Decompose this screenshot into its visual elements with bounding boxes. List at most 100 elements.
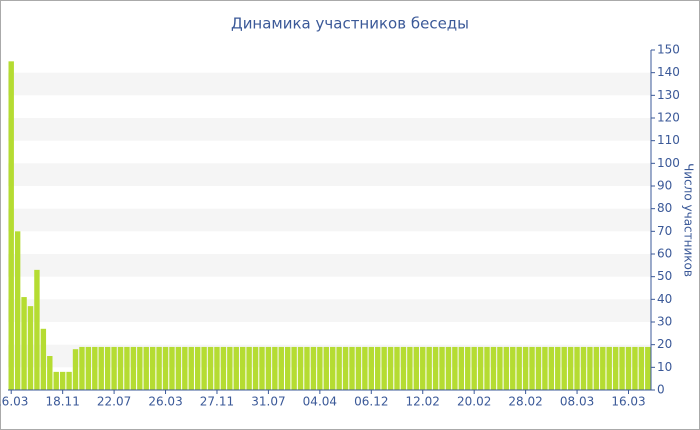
x-tick-label: 18.11 [45, 395, 79, 409]
bar [188, 346, 194, 390]
grid-band [8, 254, 651, 277]
y-tick-label: 150 [657, 43, 680, 57]
bar [40, 328, 47, 390]
bar [375, 346, 381, 390]
x-tick-label: 26.03 [148, 395, 182, 409]
bar [143, 346, 149, 390]
bar [619, 346, 625, 390]
bar [413, 346, 420, 390]
bar [349, 346, 355, 390]
y-tick-label: 20 [657, 337, 672, 351]
bar [452, 346, 458, 390]
bar [362, 346, 368, 390]
bar [574, 346, 580, 390]
bar [278, 346, 284, 390]
bar [439, 346, 445, 390]
x-tick-label: 08.03 [560, 395, 594, 409]
bar [368, 346, 374, 390]
bar [606, 346, 612, 390]
bar [555, 346, 561, 390]
bar [53, 371, 59, 390]
bar [246, 346, 252, 390]
bar [561, 346, 567, 390]
bar [259, 346, 265, 390]
bar [535, 346, 542, 390]
x-tick-label: 27.11 [200, 395, 234, 409]
y-tick-label: 40 [657, 292, 672, 306]
x-tick-label: 16.03 [611, 395, 645, 409]
bar [14, 231, 21, 390]
bar [529, 346, 535, 390]
bar [317, 346, 323, 390]
bar [34, 269, 40, 390]
bar [387, 346, 394, 390]
y-tick-label: 100 [657, 156, 680, 170]
x-tick-label: 04.04 [303, 395, 337, 409]
bar [169, 346, 175, 390]
y-axis-label: Число участников [682, 163, 696, 277]
bar [567, 346, 574, 390]
bar [220, 346, 227, 390]
bar [587, 346, 593, 390]
bar [471, 346, 477, 390]
y-tick-label: 130 [657, 88, 680, 102]
bar [124, 346, 130, 390]
grid-band [8, 299, 651, 322]
bar [98, 346, 104, 390]
bar [175, 346, 182, 390]
y-tick-label: 110 [657, 133, 680, 147]
bar [79, 346, 85, 390]
bar [593, 346, 600, 390]
bar [355, 346, 362, 390]
bar [426, 346, 432, 390]
bar [137, 346, 143, 390]
bar [59, 371, 66, 390]
bar [194, 346, 201, 390]
bar [503, 346, 510, 390]
y-tick-label: 120 [657, 111, 680, 125]
bar [265, 346, 272, 390]
bar [27, 306, 34, 390]
bar [542, 346, 548, 390]
y-tick-label: 90 [657, 179, 672, 193]
grid-band [8, 163, 651, 186]
bar [92, 346, 98, 390]
grid-band [8, 72, 651, 96]
bar [445, 346, 452, 390]
bar [233, 346, 239, 390]
bar [625, 346, 632, 390]
bar [156, 346, 162, 390]
bar [182, 346, 188, 390]
bar [66, 371, 72, 390]
bar [407, 346, 413, 390]
bar [201, 346, 207, 390]
bar [111, 346, 117, 390]
grid-band [8, 118, 651, 141]
bar [432, 346, 439, 390]
bar [548, 346, 555, 390]
bar [336, 346, 342, 390]
bar [291, 346, 297, 390]
bar [516, 346, 522, 390]
x-tick-label: 31.07 [251, 395, 285, 409]
x-tick-label: 12.02 [406, 395, 440, 409]
bar [484, 346, 490, 390]
bar [477, 346, 484, 390]
bar [207, 346, 214, 390]
y-tick-label: 10 [657, 360, 672, 374]
bar [72, 349, 79, 390]
bar [645, 346, 651, 390]
grid-band [8, 208, 651, 232]
bar [285, 346, 291, 390]
x-tick-label: 20.02 [457, 395, 491, 409]
bar [297, 346, 304, 390]
grid-band [8, 344, 651, 368]
bar [304, 346, 310, 390]
bar [612, 346, 619, 390]
bar [85, 346, 92, 390]
bar [8, 61, 14, 390]
bar [400, 346, 407, 390]
bar [600, 346, 606, 390]
x-tick-label: 22.07 [97, 395, 131, 409]
